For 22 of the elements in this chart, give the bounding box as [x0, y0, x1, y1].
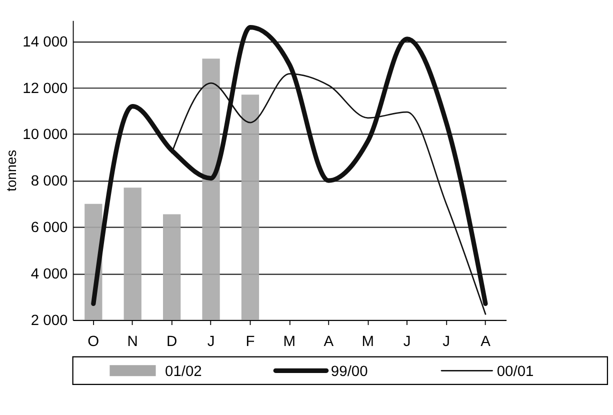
- y-axis-title: tonnes: [3, 150, 20, 192]
- y-tick-label: 2 000: [30, 313, 68, 330]
- x-tick-label: N: [127, 334, 138, 350]
- y-tick-label: 6 000: [30, 220, 68, 236]
- y-tick-label: 10 000: [22, 127, 68, 144]
- x-tick-label: A: [324, 334, 334, 350]
- y-tick-label: 14 000: [22, 34, 68, 50]
- x-tick-label: D: [166, 334, 178, 350]
- x-tick-label: J: [403, 334, 411, 350]
- y-tick-label: 4 000: [30, 266, 68, 283]
- legend-label: 01/02: [165, 364, 202, 380]
- y-tick-label: 8 000: [30, 174, 68, 190]
- legend-label: 99/00: [330, 364, 368, 380]
- x-tick-label: A: [480, 334, 491, 350]
- x-tick-label: M: [283, 334, 296, 350]
- y-tick-label: 12 000: [22, 80, 68, 97]
- x-tick-label: M: [362, 334, 374, 350]
- legend-label: 00/01: [496, 364, 534, 380]
- x-tick-label: F: [246, 334, 255, 350]
- x-tick-label: J: [207, 334, 215, 350]
- x-tick-label: J: [442, 334, 450, 350]
- x-tick-label: O: [88, 334, 100, 350]
